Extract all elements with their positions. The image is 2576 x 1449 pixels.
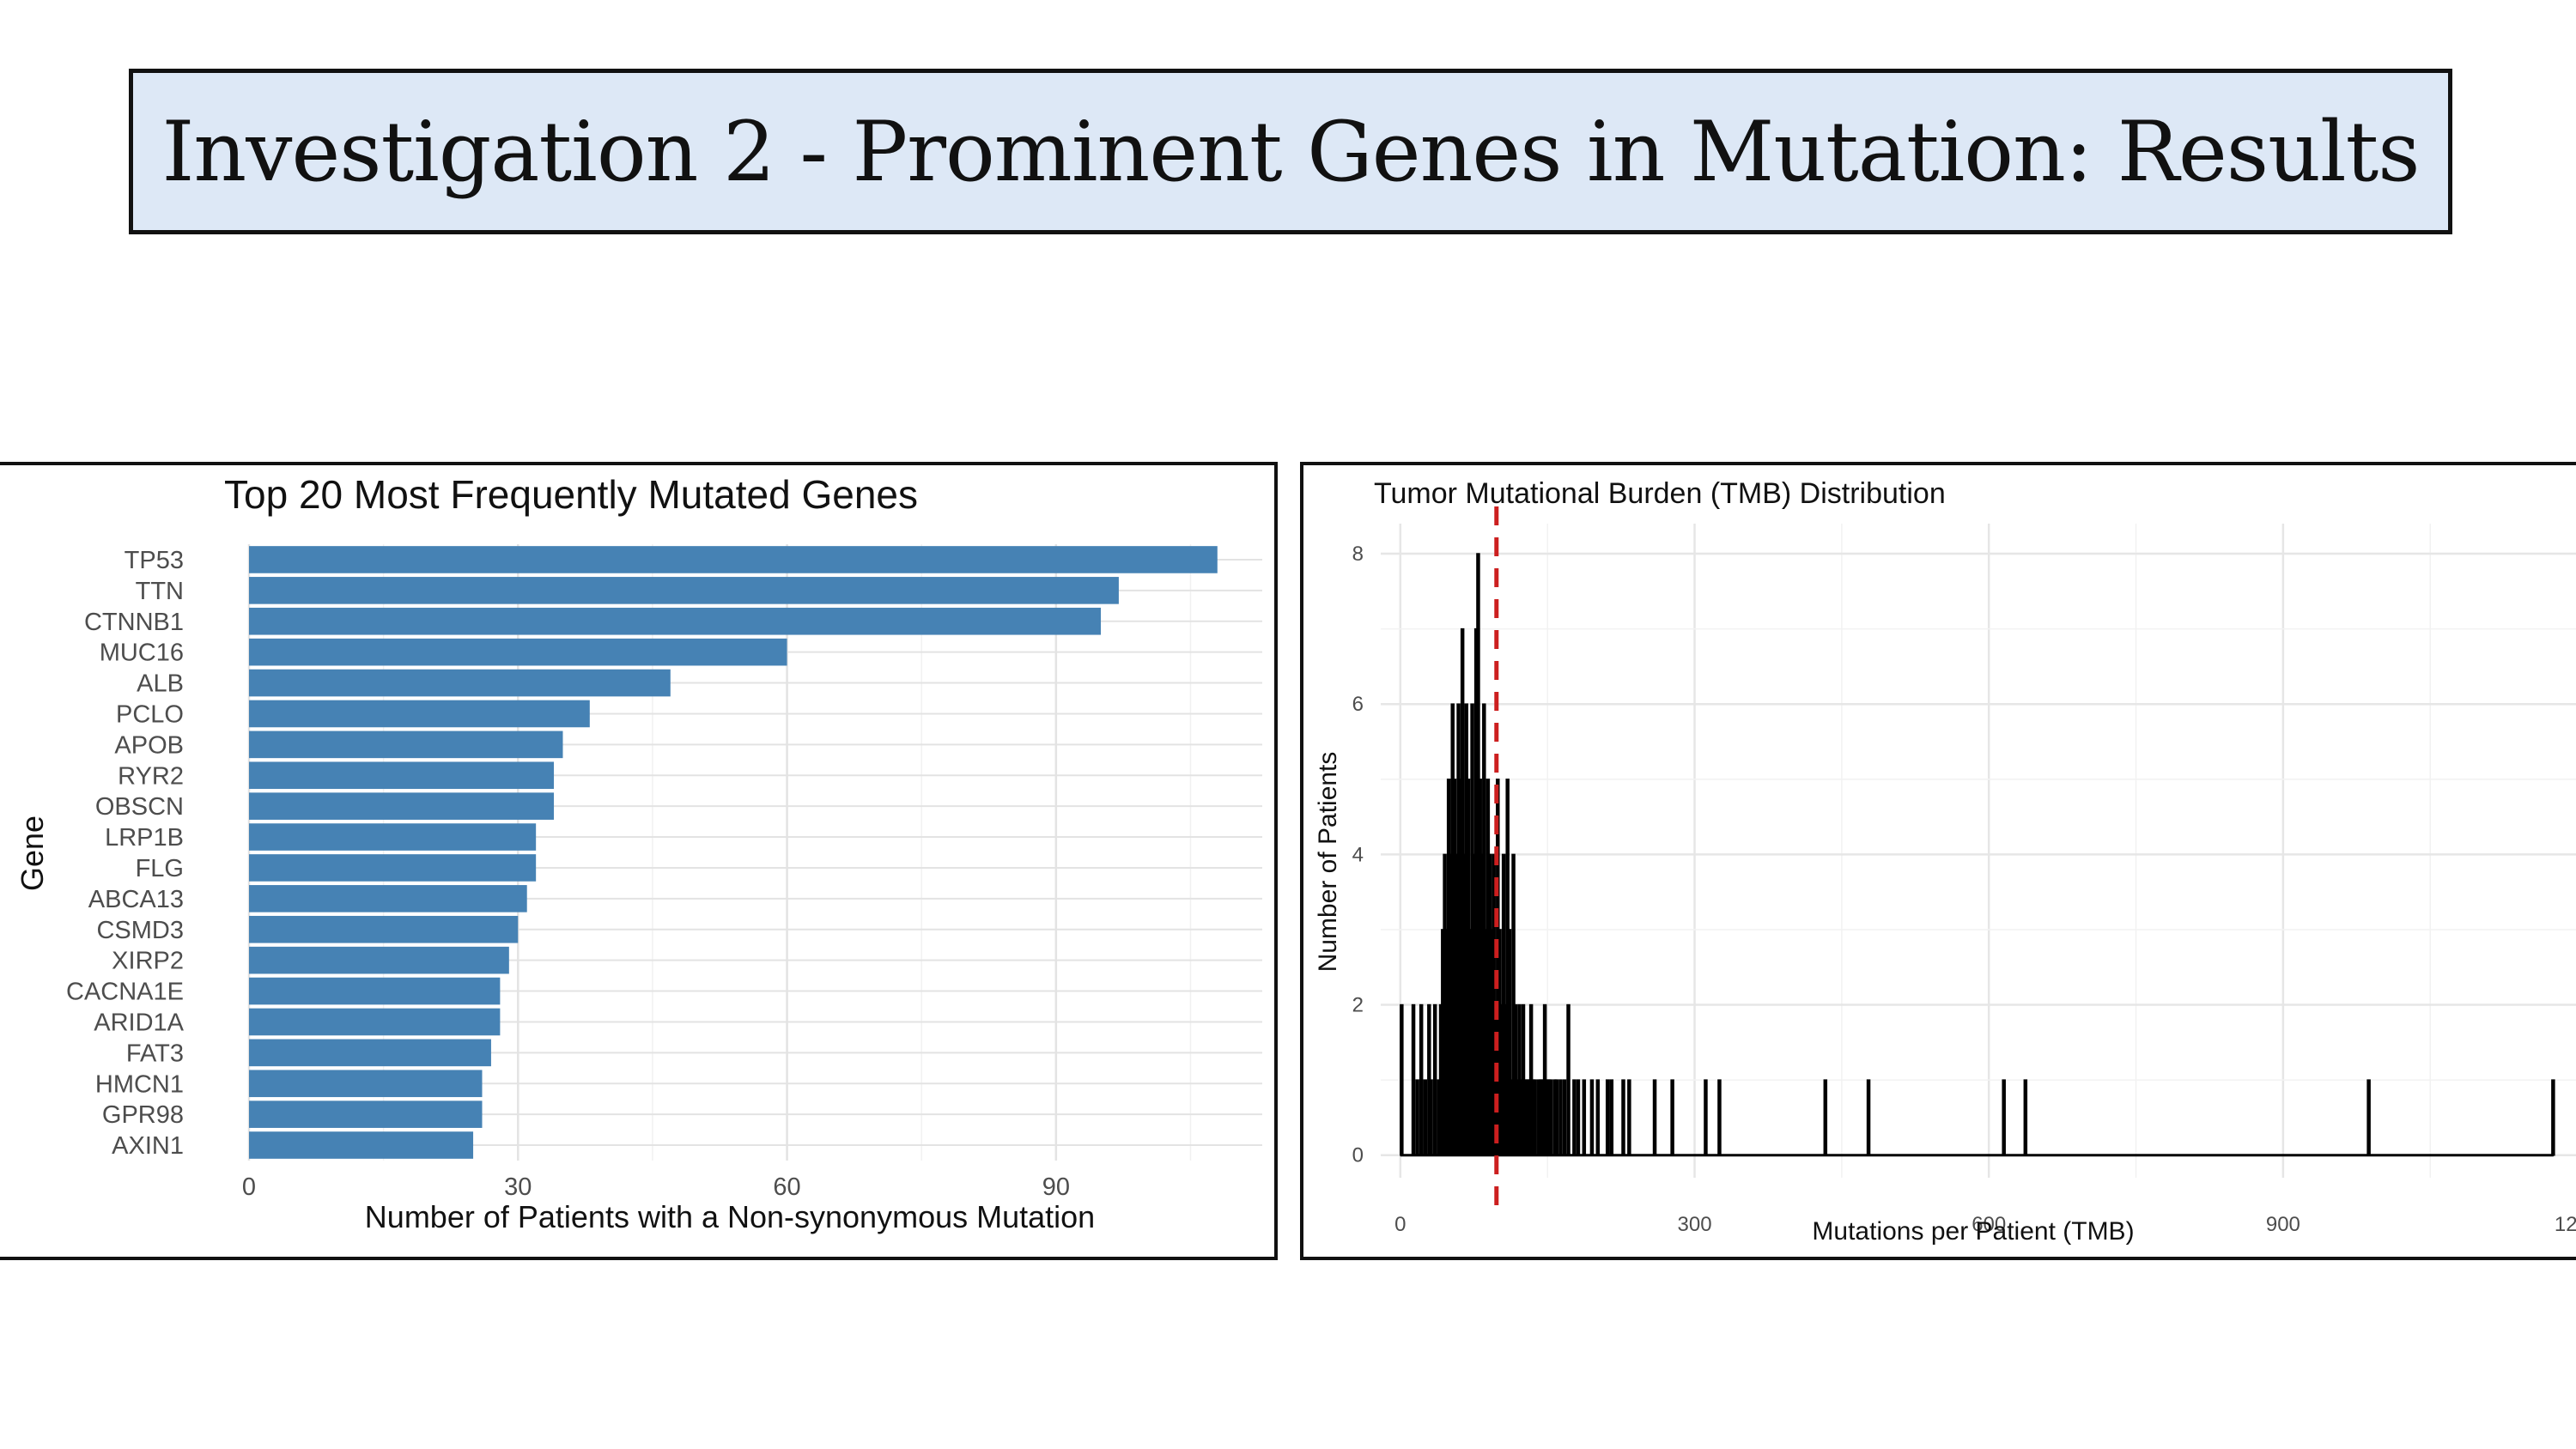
- y-tick-label: 4: [1352, 843, 1364, 866]
- bar-xirp2: [249, 946, 509, 974]
- y-tick-label: ALB: [137, 670, 184, 698]
- y-tick-label: 2: [1352, 994, 1364, 1017]
- histogram-bin: [1554, 1079, 1559, 1156]
- histogram-bin: [1548, 1079, 1553, 1156]
- bar-tp53: [249, 546, 1218, 573]
- gene-bar-chart-panel: TP53 TTN CTNNB1 MUC16 ALB PCLO APOB RYR2 OBSCN LR…: [0, 462, 1278, 1260]
- histogram-bin: [1589, 1079, 1595, 1156]
- y-tick-label: 8: [1352, 543, 1364, 566]
- histogram-bin: [1652, 1079, 1657, 1156]
- x-tick-label: 300: [1678, 1213, 1712, 1236]
- histogram-bin: [1558, 1079, 1563, 1156]
- histogram-bin: [2002, 1079, 2006, 1156]
- bar-csmd3: [249, 915, 519, 943]
- y-tick-label: CACNA1E: [66, 979, 184, 1006]
- y-tick-label: PCLO: [116, 700, 184, 728]
- x-tick-label: 0: [1394, 1213, 1406, 1236]
- bar-apob: [249, 731, 563, 759]
- histogram-bin: [1576, 1079, 1581, 1156]
- x-tick-label: 600: [1971, 1213, 2006, 1236]
- slide-title-box: Investigation 2 - Prominent Genes in Mut…: [129, 69, 2452, 234]
- histogram-bin: [1562, 1079, 1567, 1156]
- y-tick-label: TTN: [136, 578, 184, 605]
- histogram-bin: [1423, 1079, 1428, 1156]
- bar-arid1a: [249, 1008, 501, 1036]
- bar-gpr98: [249, 1100, 483, 1128]
- x-tick-label: 60: [773, 1173, 800, 1201]
- histogram-bin: [2366, 1079, 2371, 1156]
- histogram-bin: [1419, 1003, 1424, 1156]
- histogram-bin: [1621, 1079, 1625, 1156]
- histogram-bin: [1429, 1079, 1433, 1156]
- histogram-bin: [1533, 1079, 1537, 1156]
- bar-cacna1e: [249, 977, 501, 1005]
- y-tick-label: FAT3: [126, 1040, 184, 1067]
- bar-ryr2: [249, 761, 555, 790]
- histogram-bin: [1507, 929, 1512, 1156]
- y-tick-label: 0: [1352, 1144, 1364, 1167]
- y-tick-label: MUC16: [100, 640, 184, 667]
- x-tick-label: 90: [1042, 1173, 1070, 1201]
- y-tick-label: XIRP2: [112, 948, 184, 975]
- histogram-bin: [1670, 1079, 1674, 1156]
- y-axis-title: Gene: [15, 815, 50, 891]
- bar-pclo: [249, 700, 590, 728]
- bar-flg: [249, 854, 537, 882]
- histogram-bin: [2551, 1079, 2555, 1156]
- histogram-bin: [2023, 1079, 2028, 1156]
- slide-title: Investigation 2 - Prominent Genes in Mut…: [161, 103, 2421, 200]
- y-tick-label: ARID1A: [94, 1009, 184, 1036]
- histogram-bin: [1566, 1003, 1571, 1156]
- y-axis-title: Number of Patients: [1314, 752, 1342, 973]
- histogram-bin: [1605, 1079, 1610, 1156]
- y-tick-label: AXIN1: [112, 1132, 184, 1160]
- bar-obscn: [249, 792, 555, 820]
- bar-fat3: [249, 1039, 491, 1067]
- x-axis-title: Number of Patients with a Non-synonymous…: [365, 1199, 1095, 1234]
- bar-abca13: [249, 885, 527, 912]
- y-tick-label: OBSCN: [95, 793, 184, 821]
- bar-ttn: [249, 577, 1119, 604]
- y-tick-label: LRP1B: [105, 824, 184, 852]
- y-tick-label: CTNNB1: [84, 609, 184, 636]
- histogram-bin: [1400, 1003, 1404, 1156]
- y-tick-label: APOB: [114, 731, 184, 759]
- x-tick-label: 1200: [2555, 1213, 2576, 1236]
- x-axis-title: Mutations per Patient (TMB): [1812, 1217, 2134, 1246]
- bar-muc16: [249, 638, 787, 666]
- tmb-histogram-chart: 0 300 600 900 1200 0 2 4 6 8 Tumor Mutational Burd…: [1314, 477, 2576, 1246]
- y-tick-label: HMCN1: [95, 1070, 184, 1098]
- y-tick-label: CSMD3: [96, 917, 184, 944]
- histogram-bin: [1823, 1079, 1828, 1156]
- bar-alb: [249, 669, 671, 697]
- histogram-bin: [1572, 1079, 1577, 1156]
- bar-hmcn1: [249, 1070, 483, 1098]
- y-tick-label: GPR98: [102, 1101, 184, 1129]
- bar-axin1: [249, 1131, 474, 1159]
- y-tick-label: RYR2: [118, 762, 184, 790]
- histogram-bin: [1627, 1079, 1631, 1156]
- histogram-bin: [1582, 1079, 1587, 1156]
- y-tick-label: 6: [1352, 693, 1364, 716]
- x-tick-label: 0: [242, 1173, 256, 1201]
- histogram-bin: [1704, 1079, 1708, 1156]
- histogram-bin: [1866, 1079, 1871, 1156]
- y-tick-label: FLG: [136, 855, 184, 882]
- bar-lrp1b: [249, 823, 537, 851]
- y-tick-label: TP53: [125, 547, 184, 574]
- histogram-bin: [1609, 1079, 1614, 1156]
- bar-ctnnb1: [249, 607, 1102, 635]
- histogram-bin: [1411, 1003, 1416, 1156]
- histogram-bin: [1595, 1079, 1601, 1156]
- x-tick-label: 30: [504, 1173, 532, 1201]
- x-tick-label: 900: [2266, 1213, 2300, 1236]
- tmb-histogram-panel: 0 300 600 900 1200 0 2 4 6 8 Tumor Mutational Burd…: [1300, 462, 2576, 1260]
- chart-title: Top 20 Most Frequently Mutated Genes: [224, 472, 918, 517]
- histogram-bin: [1717, 1079, 1722, 1156]
- y-tick-label: ABCA13: [88, 886, 184, 913]
- chart-title: Tumor Mutational Burden (TMB) Distributi…: [1374, 477, 1946, 510]
- histogram-bin: [1432, 1003, 1437, 1156]
- histogram-bin: [1415, 1079, 1419, 1156]
